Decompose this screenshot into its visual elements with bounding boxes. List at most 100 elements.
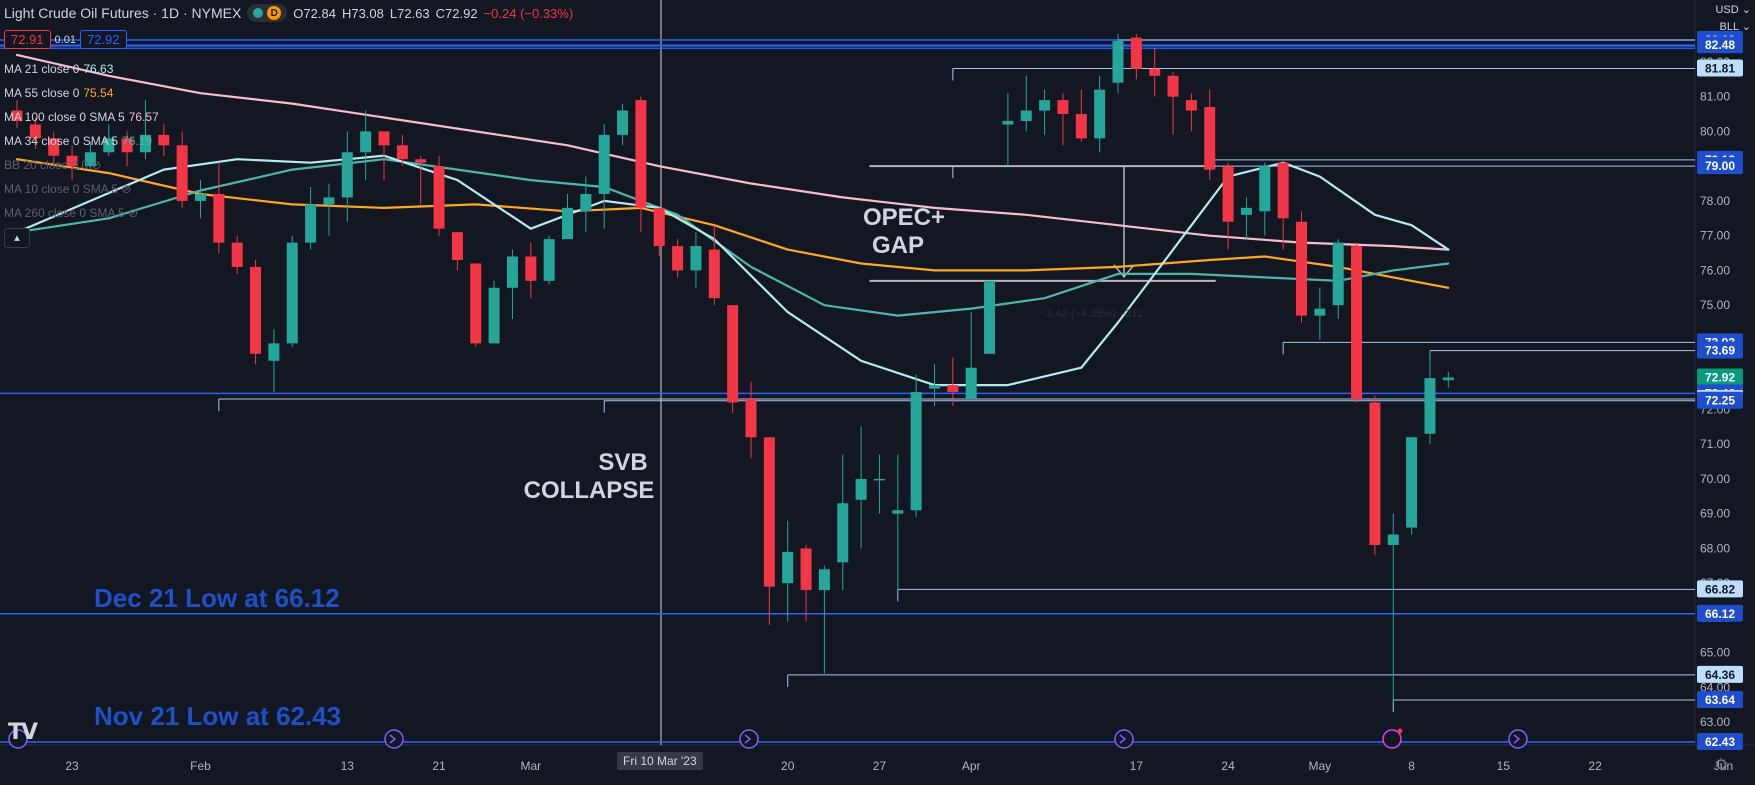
candle-body [1277,162,1289,219]
candle-body [837,503,849,563]
event-arrow-icon [389,734,397,744]
candle-body [378,131,390,146]
axis-currency-menu[interactable]: USD ⌄ BLL ⌄ [1715,2,1751,36]
candle-body [800,548,812,591]
candle-body [580,193,592,212]
legend-ma55[interactable]: MA 55 close 0 75.54 [4,86,113,100]
candle-body [947,385,959,393]
candle-body [984,280,996,354]
candle-body [690,246,702,271]
legend-ma34[interactable]: MA 34 close 0 SMA 5 76.19 [4,134,152,148]
x-tick-label: 15 [1497,759,1511,773]
candle-body [1424,378,1436,434]
y-tick-label: 70.00 [1700,472,1730,486]
gear-icon[interactable]: ⚙ [1714,757,1729,774]
candle-body [1039,100,1051,111]
candle-body [1259,166,1271,212]
buy-button[interactable]: 72.92 [79,30,127,49]
candle-body [84,152,96,167]
chevron-down-icon: ⌄ [1741,21,1751,33]
dec-low-label: Dec 21 Low at 66.12 [94,583,340,613]
x-tick-label: 17 [1130,759,1144,773]
legend-value: 76.57 [128,110,159,124]
buy-sell-panel: 72.91 0.01 72.92 [4,30,127,49]
candle-body [11,110,23,121]
ma-line [15,53,1450,251]
delayed-badge: D [267,6,282,20]
price-label-bg [1697,341,1743,359]
status-chip[interactable]: D [247,4,288,22]
opec-annotation: GAP [872,232,924,259]
candle-body [1112,41,1124,83]
candle-body [213,193,225,243]
gap-arrow-head [1113,264,1135,279]
y-tick-label: 81.00 [1700,90,1730,104]
price-label: 72.92 [1705,370,1735,384]
candle-body [1222,166,1234,222]
candle-body [745,398,757,438]
x-tick-label: Apr [962,759,981,773]
candle-body [965,367,977,399]
legend-ma21[interactable]: MA 21 close 0 76.63 [4,62,113,76]
price-label: 82.48 [1705,38,1735,52]
eye-off-icon[interactable]: ⊘ [121,182,132,196]
candle-body [451,232,463,260]
x-tick-label: 22 [1588,759,1602,773]
tradingview-logo[interactable]: TV [8,720,38,745]
x-tick-label: Jun [1714,759,1733,773]
legend-label: MA 55 close 0 [4,86,80,100]
candle-body [1240,207,1252,215]
svb-annotation: SVB [598,449,647,476]
candle-body [1314,308,1326,316]
candle-body [323,197,335,205]
price-label-bg [1697,690,1743,708]
price-label-bg [1697,604,1743,622]
candle-body [121,138,133,153]
candle-body [910,392,922,511]
candle-body [396,145,408,160]
y-tick-label: 77.00 [1700,229,1730,243]
candle-body [433,166,445,229]
y-tick-label: 68.00 [1700,541,1730,555]
sell-button[interactable]: 72.91 [4,30,51,49]
x-tick-label: 23 [65,759,79,773]
candle-body [617,110,629,135]
market-open-icon [253,8,264,18]
candle-body [929,385,940,389]
y-tick-label: 78.00 [1700,194,1730,208]
legend-ma100[interactable]: MA 100 close 0 SMA 5 76.57 [4,110,159,124]
legend-value: 76.19 [122,134,153,148]
candle-body [672,246,684,271]
candle-body [103,138,115,153]
legend-ma260[interactable]: MA 260 close 0 SMA 5 ⊘ [4,206,138,220]
legend-collapse-button[interactable]: ▴ [4,228,30,248]
price-label-bg [1697,368,1743,386]
eye-off-icon[interactable]: ⊘ [91,158,102,172]
event-arrow-icon [1119,734,1127,744]
symbol-title[interactable]: Light Crude Oil Futures · 1D · NYMEX [4,5,242,21]
y-tick-label: 75.00 [1700,298,1730,312]
candle-body [305,204,317,243]
candle-body [727,305,739,403]
y-tick-label: 69.00 [1700,507,1730,521]
price-label-bg [1697,157,1743,175]
candle-body [250,266,262,354]
candle-body [158,134,170,146]
legend-value: 75.54 [83,86,114,100]
candle-body [1204,107,1216,170]
y-tick-label: 63.00 [1700,715,1730,729]
candle-body [543,239,555,281]
candle-body [506,256,518,288]
price-label-bg [1697,665,1743,683]
eye-off-icon[interactable]: ⊘ [128,206,139,220]
ma-line [15,158,1450,317]
candle-body [1094,89,1106,139]
legend-label: BB 20 close 2.0 [4,158,89,172]
legend-ma10[interactable]: MA 10 close 0 SMA 5 ⊘ [4,182,131,196]
candle-body [763,437,775,587]
candle-body [1406,437,1418,528]
legend-label: MA 34 close 0 SMA 5 [4,134,119,148]
legend-bb20[interactable]: BB 20 close 2.0 ⊘ [4,158,101,172]
